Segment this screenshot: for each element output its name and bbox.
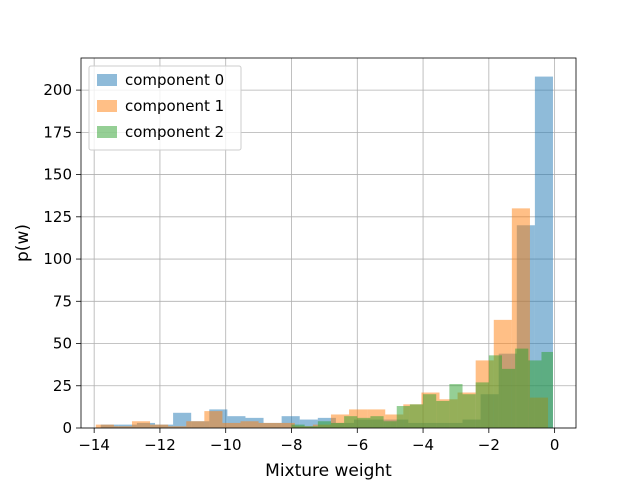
bar-s2-b15 [488,355,502,428]
y-tick-label-4: 100 [43,250,72,268]
y-tick-label-1: 25 [53,377,72,395]
plot-frame [80,57,577,429]
bar-s0-b24 [534,76,553,428]
legend-swatch-1 [97,100,117,112]
y-tick-label-8: 200 [43,81,72,99]
bar-s2-b5 [357,417,371,428]
y-tick-label-7: 175 [43,123,72,141]
axis-ticks: −14 −12 −10 −8 −6 −4 −2 0 0 25 50 75 100 125 150 175 200 [43,81,559,454]
y-tick-label-5: 125 [43,208,72,226]
bar-s0-b1 [118,424,137,428]
legend-swatch-2 [97,126,117,138]
bar-s1-b1 [113,426,132,428]
bar-s2-b14 [475,382,489,428]
x-axis-label: Mixture weight [265,461,392,480]
bar-s1-b7 [222,422,241,428]
bar-s2-b19 [541,351,553,428]
y-tick-label-6: 150 [43,166,72,184]
x-tick-label-1: −12 [144,436,176,454]
y-tick-label-3: 75 [53,292,72,310]
grid-lines [81,58,576,429]
bar-s2-b11 [436,400,450,428]
bar-s2-b13 [462,394,476,428]
bar-s1-b3 [150,424,169,428]
bar-s2-b4 [344,416,358,428]
bar-s1-b6 [204,411,223,428]
x-tick-label-2: −10 [210,436,242,454]
bar-s2-b17 [515,348,529,428]
legend-box [88,65,242,151]
bar-s2-b12 [449,384,463,428]
bar-s1-b9 [258,422,277,428]
series-2 [291,348,553,428]
x-tick-label-5: −4 [412,436,434,454]
y-axis-label: p(w) [13,224,33,262]
bar-s2-b3 [330,422,345,428]
legend-label-0: component 0 [125,71,224,89]
bar-s2-b16 [501,368,516,428]
bar-s1-b10 [276,422,295,428]
bar-s2-b1 [304,426,318,428]
bar-s2-b7 [383,421,397,428]
legend-swatch-0 [97,74,117,86]
histogram-bars [95,76,553,428]
bar-s1-b0 [95,424,114,428]
bar-s1-b4 [168,426,187,428]
bar-s2-b9 [409,404,424,428]
x-tick-label-6: −2 [478,436,500,454]
x-tick-label-3: −8 [280,436,302,454]
bar-s0-b10 [281,416,300,428]
legend: component 0 component 1 component 2 [88,65,242,151]
legend-label-2: component 2 [125,123,224,141]
bar-s2-b8 [396,406,410,428]
y-tick-label-2: 50 [53,335,72,353]
y-tick-label-0: 0 [62,419,72,437]
bar-s0-b11 [299,419,318,428]
x-tick-label-7: 0 [550,436,560,454]
bar-s2-b18 [528,360,542,428]
x-tick-label-4: −6 [346,436,368,454]
bar-s2-b6 [370,416,384,428]
bar-s0-b7 [227,416,246,428]
legend-label-1: component 1 [125,97,224,115]
bar-s2-b10 [423,394,437,428]
bar-s1-b5 [186,421,205,428]
bar-s2-b2 [317,421,331,428]
bar-s1-b8 [240,421,259,428]
bar-s1-b2 [131,421,151,428]
bar-s2-b0 [291,424,305,428]
x-tick-label-0: −14 [78,436,110,454]
